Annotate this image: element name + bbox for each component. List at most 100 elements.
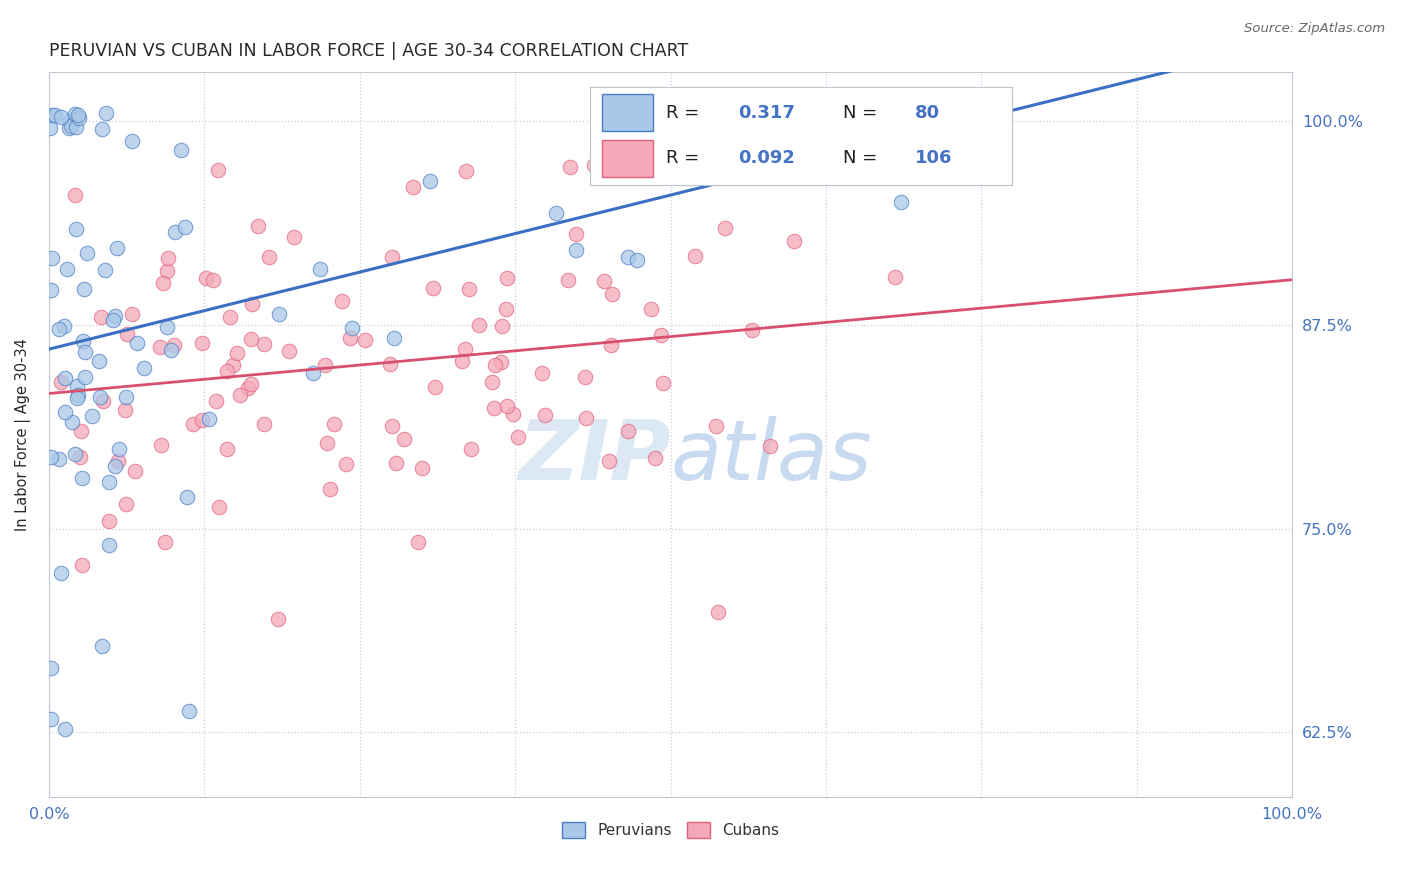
Point — [97, 514, 120, 528]
Point — [90, 310, 112, 324]
Point — [103, 459, 125, 474]
Point — [207, 500, 229, 514]
Point — [402, 180, 425, 194]
Point — [163, 225, 186, 239]
Point — [177, 704, 200, 718]
Point — [108, 442, 131, 456]
Point — [124, 464, 146, 478]
Point — [574, 369, 596, 384]
Point — [217, 364, 239, 378]
Point — [652, 150, 675, 164]
Point — [56, 262, 79, 277]
Point — [63, 446, 86, 460]
Point — [323, 417, 346, 431]
Point — [229, 388, 252, 402]
Point — [599, 338, 621, 352]
Point — [883, 269, 905, 284]
Point — [617, 250, 640, 264]
Point — [382, 331, 405, 345]
Point — [73, 282, 96, 296]
Point — [63, 187, 86, 202]
Point — [97, 538, 120, 552]
Point — [422, 280, 444, 294]
Point — [121, 307, 143, 321]
Point — [380, 357, 402, 371]
Point — [353, 334, 375, 348]
Point — [558, 160, 581, 174]
Point — [508, 430, 530, 444]
Point — [269, 307, 291, 321]
Point — [713, 221, 735, 235]
Point — [720, 133, 742, 147]
Point — [39, 712, 62, 726]
Point — [384, 456, 406, 470]
Point — [650, 327, 672, 342]
Point — [65, 107, 87, 121]
Point — [93, 263, 115, 277]
Point — [94, 106, 117, 120]
Point — [89, 390, 111, 404]
Text: atlas: atlas — [671, 417, 872, 497]
Point — [41, 252, 63, 266]
Point — [48, 321, 70, 335]
Point — [533, 408, 555, 422]
Point — [150, 438, 173, 452]
Point — [198, 412, 221, 426]
Point — [651, 376, 673, 391]
Point — [316, 436, 339, 450]
Point — [60, 119, 83, 133]
Point — [114, 403, 136, 417]
Point — [159, 343, 181, 357]
Point — [66, 379, 89, 393]
Point — [240, 377, 263, 392]
Point — [408, 534, 430, 549]
Point — [600, 286, 623, 301]
Point — [308, 261, 330, 276]
Point — [80, 409, 103, 423]
Point — [91, 639, 114, 653]
Point — [481, 375, 503, 389]
Point — [491, 318, 513, 333]
Point — [335, 457, 357, 471]
Point — [173, 219, 195, 234]
Point — [392, 432, 415, 446]
Point — [41, 108, 63, 122]
Text: PERUVIAN VS CUBAN IN LABOR FORCE | AGE 30-34 CORRELATION CHART: PERUVIAN VS CUBAN IN LABOR FORCE | AGE 3… — [49, 42, 689, 60]
Point — [259, 251, 281, 265]
Point — [411, 461, 433, 475]
Point — [222, 358, 245, 372]
Point — [49, 110, 72, 124]
Point — [319, 482, 342, 496]
Point — [626, 252, 648, 267]
Point — [59, 114, 82, 128]
Point — [104, 309, 127, 323]
Point — [381, 250, 404, 264]
Point — [191, 413, 214, 427]
Point — [191, 335, 214, 350]
Point — [495, 302, 517, 317]
Point — [302, 366, 325, 380]
Point — [121, 134, 143, 148]
Point — [704, 419, 727, 434]
Point — [748, 106, 770, 120]
Point — [277, 344, 299, 359]
Point — [39, 450, 62, 465]
Point — [246, 219, 269, 233]
Point — [458, 282, 481, 296]
Point — [117, 327, 139, 342]
Point — [69, 424, 91, 438]
Point — [53, 318, 76, 333]
Point — [460, 442, 482, 456]
Point — [44, 108, 66, 122]
Point — [482, 401, 505, 415]
Legend: Peruvians, Cubans: Peruvians, Cubans — [555, 816, 785, 844]
Point — [53, 405, 76, 419]
Point — [339, 331, 361, 345]
Point — [565, 227, 588, 241]
Point — [76, 245, 98, 260]
Point — [890, 195, 912, 210]
Point — [582, 158, 605, 172]
Point — [253, 336, 276, 351]
Point — [73, 345, 96, 359]
Point — [314, 358, 336, 372]
